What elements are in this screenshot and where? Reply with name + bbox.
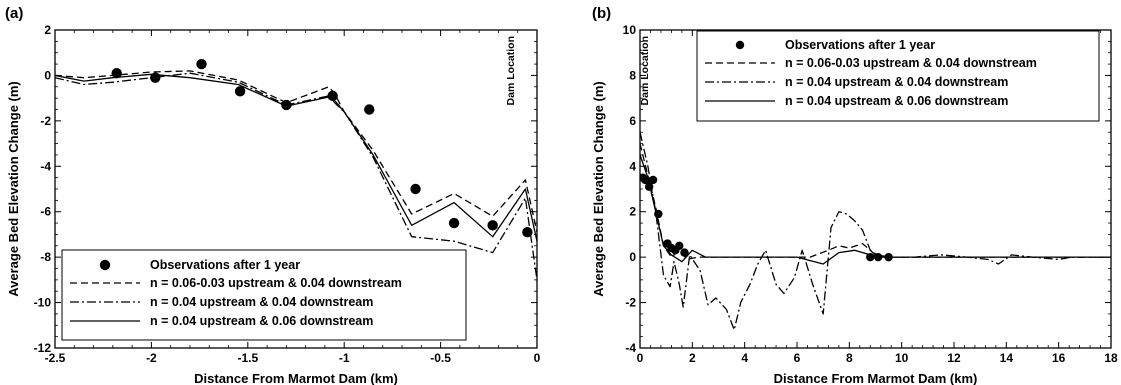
y-tick-label: -12 xyxy=(34,341,52,355)
observation-point xyxy=(675,241,684,250)
legend-entry: Observations after 1 year xyxy=(150,258,300,272)
y-tick-label: 8 xyxy=(629,68,636,82)
legend-entry: n = 0.04 upstream & 0.06 downstream xyxy=(785,94,1008,108)
observation-point xyxy=(410,183,421,195)
dam-location-annotation: Dam Location xyxy=(505,36,517,105)
observation-point xyxy=(448,217,460,229)
x-axis-title: Distance From Marmot Dam (km) xyxy=(194,371,398,385)
data-layer xyxy=(640,132,1111,331)
legend: Observations after 1 year n = 0.06-0.03 u… xyxy=(61,249,467,341)
observation-point xyxy=(196,58,207,70)
legend-entry: n = 0.06-0.03 upstream & 0.04 downstream xyxy=(785,56,1037,70)
series-line-3 xyxy=(55,73,537,242)
x-axis-title: Distance From Marmot Dam (km) xyxy=(774,371,978,385)
chart-panel-1: 0 2 4 6 8 10 12 14 16 18 -4 -2 0 2 4 6 8 10 Distance From … xyxy=(591,5,1118,385)
observation-point xyxy=(487,220,498,231)
legend-marker xyxy=(735,40,745,50)
dam-location-annotation: Dam Location xyxy=(639,36,651,105)
x-tick-label: 16 xyxy=(1052,351,1066,365)
y-tick-label: 0 xyxy=(44,68,51,82)
x-tick-label: -2 xyxy=(146,351,157,365)
y-tick-label: -4 xyxy=(625,341,636,355)
y-tick-label: -10 xyxy=(34,296,52,310)
y-tick-label: 6 xyxy=(629,114,636,128)
y-tick-label: 10 xyxy=(623,23,637,37)
x-tick-label: 18 xyxy=(1104,351,1118,365)
y-tick-label: -6 xyxy=(40,205,51,219)
y-tick-label: -4 xyxy=(40,159,51,173)
x-tick-label: -1.5 xyxy=(237,351,258,365)
y-tick-label: -8 xyxy=(40,250,51,264)
x-tick-label: 6 xyxy=(794,351,801,365)
x-tick-label: 2 xyxy=(689,351,696,365)
x-tick-label: -2.5 xyxy=(45,351,66,365)
legend-entry: n = 0.04 upstream & 0.06 downstream xyxy=(150,314,373,328)
series-line-3 xyxy=(640,154,1111,265)
legend-entry: n = 0.06-0.03 upstream & 0.04 downstream xyxy=(150,276,402,290)
x-tick-label: 14 xyxy=(1000,351,1014,365)
chart-panel-0: -2.5 -2 -1.5 -1 -0.5 0 -12 -10 -8 -6 -4 -2 0 2 Distanc… xyxy=(5,5,541,385)
y-tick-label: 4 xyxy=(629,159,636,173)
panel-label: (b) xyxy=(592,5,611,22)
x-tick-label: 10 xyxy=(895,351,909,365)
y-tick-label: 2 xyxy=(44,23,51,37)
observation-point xyxy=(234,86,246,97)
series-line-1 xyxy=(640,143,1111,261)
legend-entry: Observations after 1 year xyxy=(785,38,935,52)
y-axis-title: Average Bed Elevation Change (m) xyxy=(591,81,606,297)
legend-entry: n = 0.04 upstream & 0.04 downstream xyxy=(150,295,373,309)
panel-label: (a) xyxy=(5,5,23,22)
x-tick-label: -0.5 xyxy=(430,351,451,365)
series-line-2 xyxy=(640,132,1111,331)
series-line-1 xyxy=(55,70,537,233)
data-layer xyxy=(55,58,537,280)
legend-box xyxy=(696,30,1100,122)
y-axis-title: Average Bed Elevation Change (m) xyxy=(6,81,21,297)
x-tick-label: 0 xyxy=(637,351,644,365)
x-tick-label: -1 xyxy=(339,351,350,365)
legend-box xyxy=(61,249,467,341)
y-tick-label: 0 xyxy=(629,250,636,264)
legend: Observations after 1 year n = 0.06-0.03 u… xyxy=(696,30,1100,122)
observation-point xyxy=(364,104,375,115)
x-tick-label: 8 xyxy=(846,351,853,365)
legend-marker xyxy=(99,259,111,271)
y-tick-label: -2 xyxy=(40,114,51,128)
y-tick-label: 2 xyxy=(629,205,636,219)
y-tick-label: -2 xyxy=(625,296,636,310)
legend-entry: n = 0.04 upstream & 0.04 downstream xyxy=(785,75,1008,89)
x-tick-label: 12 xyxy=(947,351,961,365)
x-tick-label: 4 xyxy=(741,351,748,365)
x-tick-label: 0 xyxy=(534,351,541,365)
